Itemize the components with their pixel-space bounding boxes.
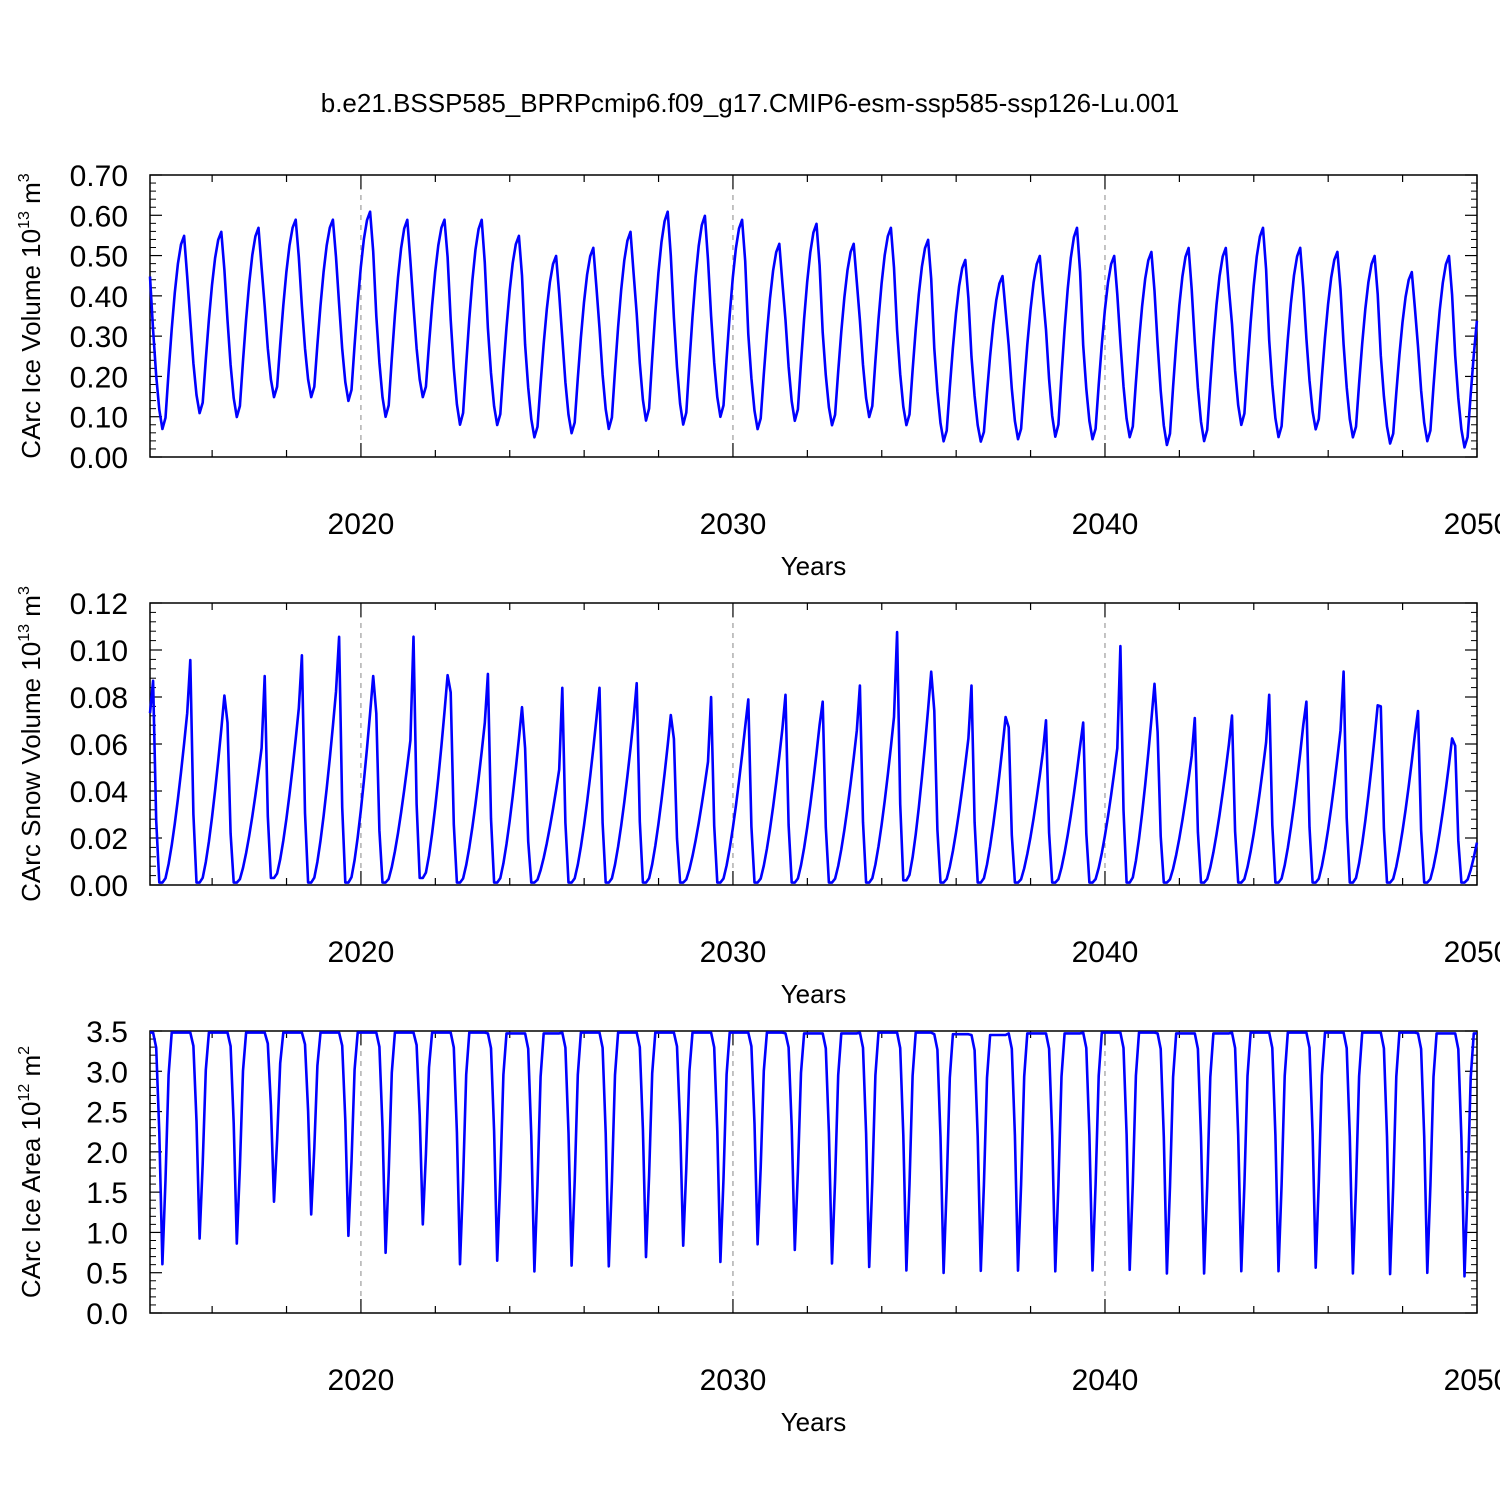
x-tick-label: 2050 (1444, 1364, 1500, 1397)
figure-title: b.e21.BSSP585_BPRPcmip6.f09_g17.CMIP6-es… (321, 88, 1180, 118)
y-tick-label: 0.10 (70, 402, 128, 435)
x-tick-label: 2020 (328, 508, 395, 541)
y-tick-label: 0.0 (86, 1298, 128, 1331)
x-tick-label: 2030 (700, 936, 767, 969)
y-axis-label: CArc Ice Volume 1013 m3 (16, 173, 46, 458)
y-tick-label: 0.60 (70, 200, 128, 233)
y-tick-label: 0.30 (70, 321, 128, 354)
y-tick-label: 0.06 (70, 729, 128, 762)
y-tick-label: 0.02 (70, 823, 128, 856)
y-tick-label: 0.00 (70, 442, 128, 475)
y-axis-label: CArc Snow Volume 1013 m3 (16, 586, 46, 902)
x-axis-label: Years (781, 1407, 847, 1437)
panels: 0.00 0.10 0.20 0.30 0.40 0.50 0.60 0.70 2020 2030… (16, 160, 1500, 1437)
y-tick-label: 3.5 (86, 1016, 128, 1049)
y-tick-label: 1.0 (86, 1217, 128, 1250)
x-tick-label: 2040 (1072, 936, 1139, 969)
x-axis: 2020 2030 2040 2050 (211, 603, 1500, 969)
plot-frame (149, 1030, 1478, 1314)
x-axis-label: Years (781, 979, 847, 1009)
x-axis-label: Years (781, 551, 847, 581)
x-tick-label: 2050 (1444, 508, 1500, 541)
x-tick-label: 2020 (328, 936, 395, 969)
y-axis: 0.00 0.02 0.04 0.06 0.08 0.10 0.12 (70, 588, 1477, 903)
y-axis: 0.00 0.10 0.20 0.30 0.40 0.50 0.60 0.70 (70, 160, 1477, 475)
y-tick-label: 2.0 (86, 1137, 128, 1170)
plot-frame (149, 174, 1478, 458)
y-tick-label: 1.5 (86, 1177, 128, 1210)
series-line (148, 630, 1479, 884)
x-tick-label: 2050 (1444, 936, 1500, 969)
y-tick-label: 0.20 (70, 361, 128, 394)
x-tick-label: 2030 (700, 508, 767, 541)
y-tick-label: 0.40 (70, 281, 128, 314)
x-tick-label: 2030 (700, 1364, 767, 1397)
chart-panel-1: 0.00 0.10 0.20 0.30 0.40 0.50 0.60 0.70 2020 2030… (16, 160, 1500, 581)
y-tick-label: 2.5 (86, 1097, 128, 1130)
x-tick-label: 2020 (328, 1364, 395, 1397)
x-axis: 2020 2030 2040 2050 (211, 175, 1500, 541)
plot-frame (149, 602, 1478, 886)
y-tick-label: 0.50 (70, 241, 128, 274)
y-tick-label: 0.70 (70, 160, 128, 193)
y-tick-label: 0.00 (70, 870, 128, 903)
series-line (150, 1031, 1477, 1278)
y-axis: 0.0 0.5 1.0 1.5 2.0 2.5 3.0 3.5 (86, 1016, 1477, 1331)
chart-panel-3: 0.0 0.5 1.0 1.5 2.0 2.5 3.0 3.5 2020 2030 2040 2050… (16, 1016, 1500, 1437)
y-tick-label: 0.10 (70, 635, 128, 668)
y-tick-label: 0.5 (86, 1258, 128, 1291)
x-tick-label: 2040 (1072, 1364, 1139, 1397)
y-tick-label: 0.08 (70, 682, 128, 715)
series-line (148, 210, 1479, 449)
y-tick-label: 0.04 (70, 776, 128, 809)
y-tick-label: 3.0 (86, 1056, 128, 1089)
x-tick-label: 2040 (1072, 508, 1139, 541)
y-tick-label: 0.12 (70, 588, 128, 621)
chart-panel-2: 0.00 0.02 0.04 0.06 0.08 0.10 0.12 2020 2030 2040… (16, 586, 1500, 1009)
x-axis: 2020 2030 2040 2050 (211, 1031, 1500, 1397)
y-axis-label: CArc Ice Area 1012 m2 (16, 1046, 46, 1298)
